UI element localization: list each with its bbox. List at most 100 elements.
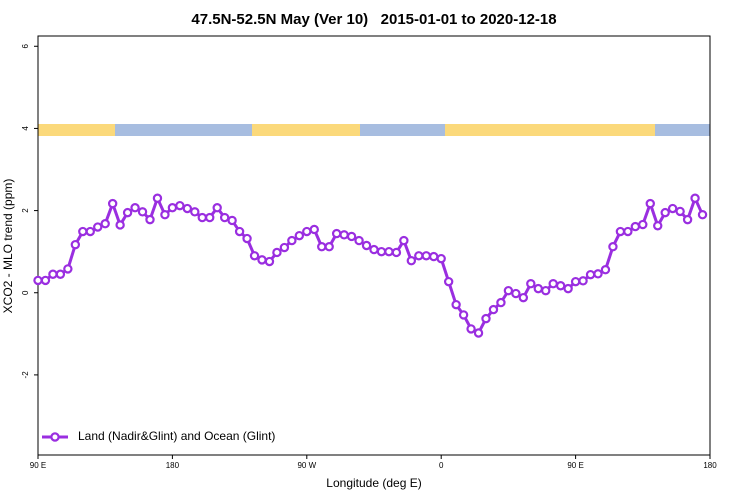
data-point <box>526 279 536 289</box>
data-point <box>130 203 140 213</box>
data-point <box>212 203 222 213</box>
data-point <box>152 193 163 203</box>
data-point <box>339 230 349 240</box>
data-point <box>78 226 88 237</box>
x-tick-label: 180 <box>166 461 180 470</box>
legend-marker <box>50 432 60 442</box>
data-point <box>361 240 372 251</box>
data-point <box>272 247 282 258</box>
data-point <box>496 297 506 308</box>
data-point <box>608 242 618 252</box>
data-point <box>234 226 245 237</box>
data-point <box>227 215 237 226</box>
data-point <box>660 207 670 218</box>
data-point <box>302 226 312 237</box>
data-point <box>70 239 81 250</box>
data-point <box>122 207 133 218</box>
data-point <box>481 313 491 324</box>
data-point <box>645 198 655 209</box>
data-point <box>63 264 73 274</box>
data-point <box>55 269 66 279</box>
data-point <box>399 235 409 246</box>
data-point <box>182 203 193 214</box>
data-point <box>115 220 125 230</box>
data-point <box>249 251 260 261</box>
series-line <box>38 194 704 336</box>
data-point <box>324 242 334 252</box>
x-tick-label: 90 W <box>297 461 316 470</box>
data-point <box>548 279 558 289</box>
data-point <box>630 221 641 232</box>
data-point <box>488 304 499 315</box>
data-point <box>93 222 103 232</box>
data-point <box>414 251 424 261</box>
data-point <box>570 276 581 287</box>
data-point <box>257 255 267 265</box>
data-point <box>242 233 252 244</box>
y-tick-label: 2 <box>21 208 30 213</box>
x-tick-label: 90 E <box>567 461 583 470</box>
y-axis-label: XCO2 - MLO trend (ppm) <box>1 179 15 314</box>
y-tick-label: 6 <box>21 43 30 48</box>
data-point <box>593 269 603 279</box>
data-point <box>346 231 357 242</box>
legend-label: Land (Nadir&Glint) and Ocean (Glint) <box>78 429 275 443</box>
data-point <box>205 212 215 223</box>
data-point <box>511 288 521 299</box>
data-point <box>667 203 678 214</box>
data-point <box>391 247 402 258</box>
data-point <box>160 209 170 220</box>
data-point <box>615 226 626 237</box>
data-point <box>317 242 327 252</box>
data-point <box>85 226 95 237</box>
data-point <box>682 214 693 225</box>
data-point <box>503 285 514 296</box>
data-point <box>40 275 51 286</box>
data-point <box>443 276 454 287</box>
data-point <box>309 224 319 235</box>
data-point <box>100 219 110 229</box>
x-axis-label: Longitude (deg E) <box>326 476 421 490</box>
data-point <box>145 214 155 225</box>
surface-strip <box>38 124 710 136</box>
data-point <box>137 207 148 217</box>
plot-frame <box>37 35 711 456</box>
data-point <box>436 253 446 264</box>
data-point <box>541 285 551 296</box>
data-point <box>107 198 118 209</box>
data-point <box>458 310 469 320</box>
data-point <box>563 283 573 294</box>
data-point <box>421 251 431 261</box>
data-point <box>48 269 58 279</box>
data-point <box>429 251 439 262</box>
data-point <box>473 328 484 338</box>
data-point <box>331 228 342 239</box>
data-point <box>585 269 596 280</box>
x-tick-label: 90 E <box>30 461 46 470</box>
data-point <box>369 244 379 255</box>
data-point <box>518 292 529 303</box>
chart-title: 47.5N-52.5N May (Ver 10) 2015-01-01 to 2… <box>191 11 556 28</box>
data-point <box>675 206 685 217</box>
data-point <box>354 235 364 246</box>
data-point <box>451 299 461 310</box>
data-point <box>190 207 200 217</box>
data-point <box>33 275 43 286</box>
data-point <box>384 246 394 257</box>
data-point <box>623 226 633 237</box>
y-tick-label: -2 <box>21 371 30 379</box>
data-point <box>555 281 566 291</box>
data-point <box>287 235 297 246</box>
data-point <box>167 203 178 213</box>
data-point <box>406 255 417 266</box>
y-tick-label: 0 <box>21 290 30 295</box>
data-point <box>697 209 708 220</box>
data-point <box>175 200 185 211</box>
data-point <box>690 193 700 203</box>
data-point <box>578 276 588 286</box>
data-point <box>600 265 611 275</box>
data-point <box>466 324 476 334</box>
data-point <box>376 246 387 257</box>
data-point <box>279 242 290 253</box>
